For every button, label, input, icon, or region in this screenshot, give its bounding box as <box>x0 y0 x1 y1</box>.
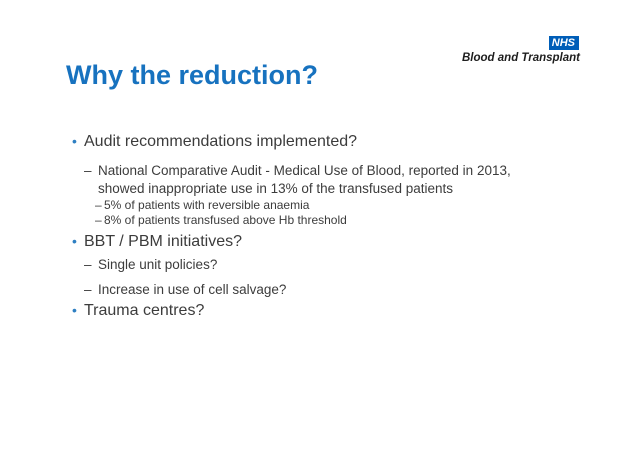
sub-bullet-text: Increase in use of cell salvage? <box>98 282 287 297</box>
dash-icon: – <box>84 163 92 178</box>
sub-bullet-audit-detail: – National Comparative Audit - Medical U… <box>70 162 580 198</box>
bullet-dot-icon: • <box>72 302 77 318</box>
sub-bullet-line-1: National Comparative Audit - Medical Use… <box>98 163 511 178</box>
sub-bullet-cell-salvage: – Increase in use of cell salvage? <box>70 281 580 299</box>
bullet-item-bbt-pbm: • BBT / PBM initiatives? <box>70 231 580 252</box>
bullet-item-audit: • Audit recommendations implemented? <box>70 131 580 152</box>
dash-icon: – <box>84 282 92 297</box>
nhs-logo: NHS Blood and Transplant <box>462 33 580 64</box>
slide-title: Why the reduction? <box>66 60 318 90</box>
bullet-item-trauma: • Trauma centres? <box>70 300 580 321</box>
dash-icon: – <box>95 198 102 212</box>
bullet-dot-icon: • <box>72 233 77 249</box>
bullet-text: Audit recommendations implemented? <box>84 133 358 150</box>
bullet-text: BBT / PBM initiatives? <box>84 233 242 250</box>
sub-sub-bullet-threshold: – 8% of patients transfused above Hb thr… <box>70 213 580 228</box>
nhs-logo-text: NHS <box>551 37 575 49</box>
bullet-list: • Audit recommendations implemented? – N… <box>70 131 580 321</box>
sub-sub-bullet-text: 8% of patients transfused above Hb thres… <box>104 213 347 227</box>
bullet-text: Trauma centres? <box>84 302 205 319</box>
dash-icon: – <box>84 257 92 272</box>
sub-bullet-text: Single unit policies? <box>98 257 218 272</box>
sub-sub-bullet-anaemia: – 5% of patients with reversible anaemia <box>70 198 580 213</box>
sub-sub-bullet-text: 5% of patients with reversible anaemia <box>104 198 310 212</box>
dash-icon: – <box>95 213 102 227</box>
sub-bullet-text: National Comparative Audit - Medical Use… <box>98 162 580 198</box>
nhs-logo-box: NHS <box>548 36 579 50</box>
nhs-org-name: Blood and Transplant <box>462 52 580 64</box>
bullet-dot-icon: • <box>72 133 77 149</box>
sub-bullet-single-unit: – Single unit policies? <box>70 256 580 274</box>
sub-bullet-line-2: showed inappropriate use in 13% of the t… <box>98 181 453 196</box>
